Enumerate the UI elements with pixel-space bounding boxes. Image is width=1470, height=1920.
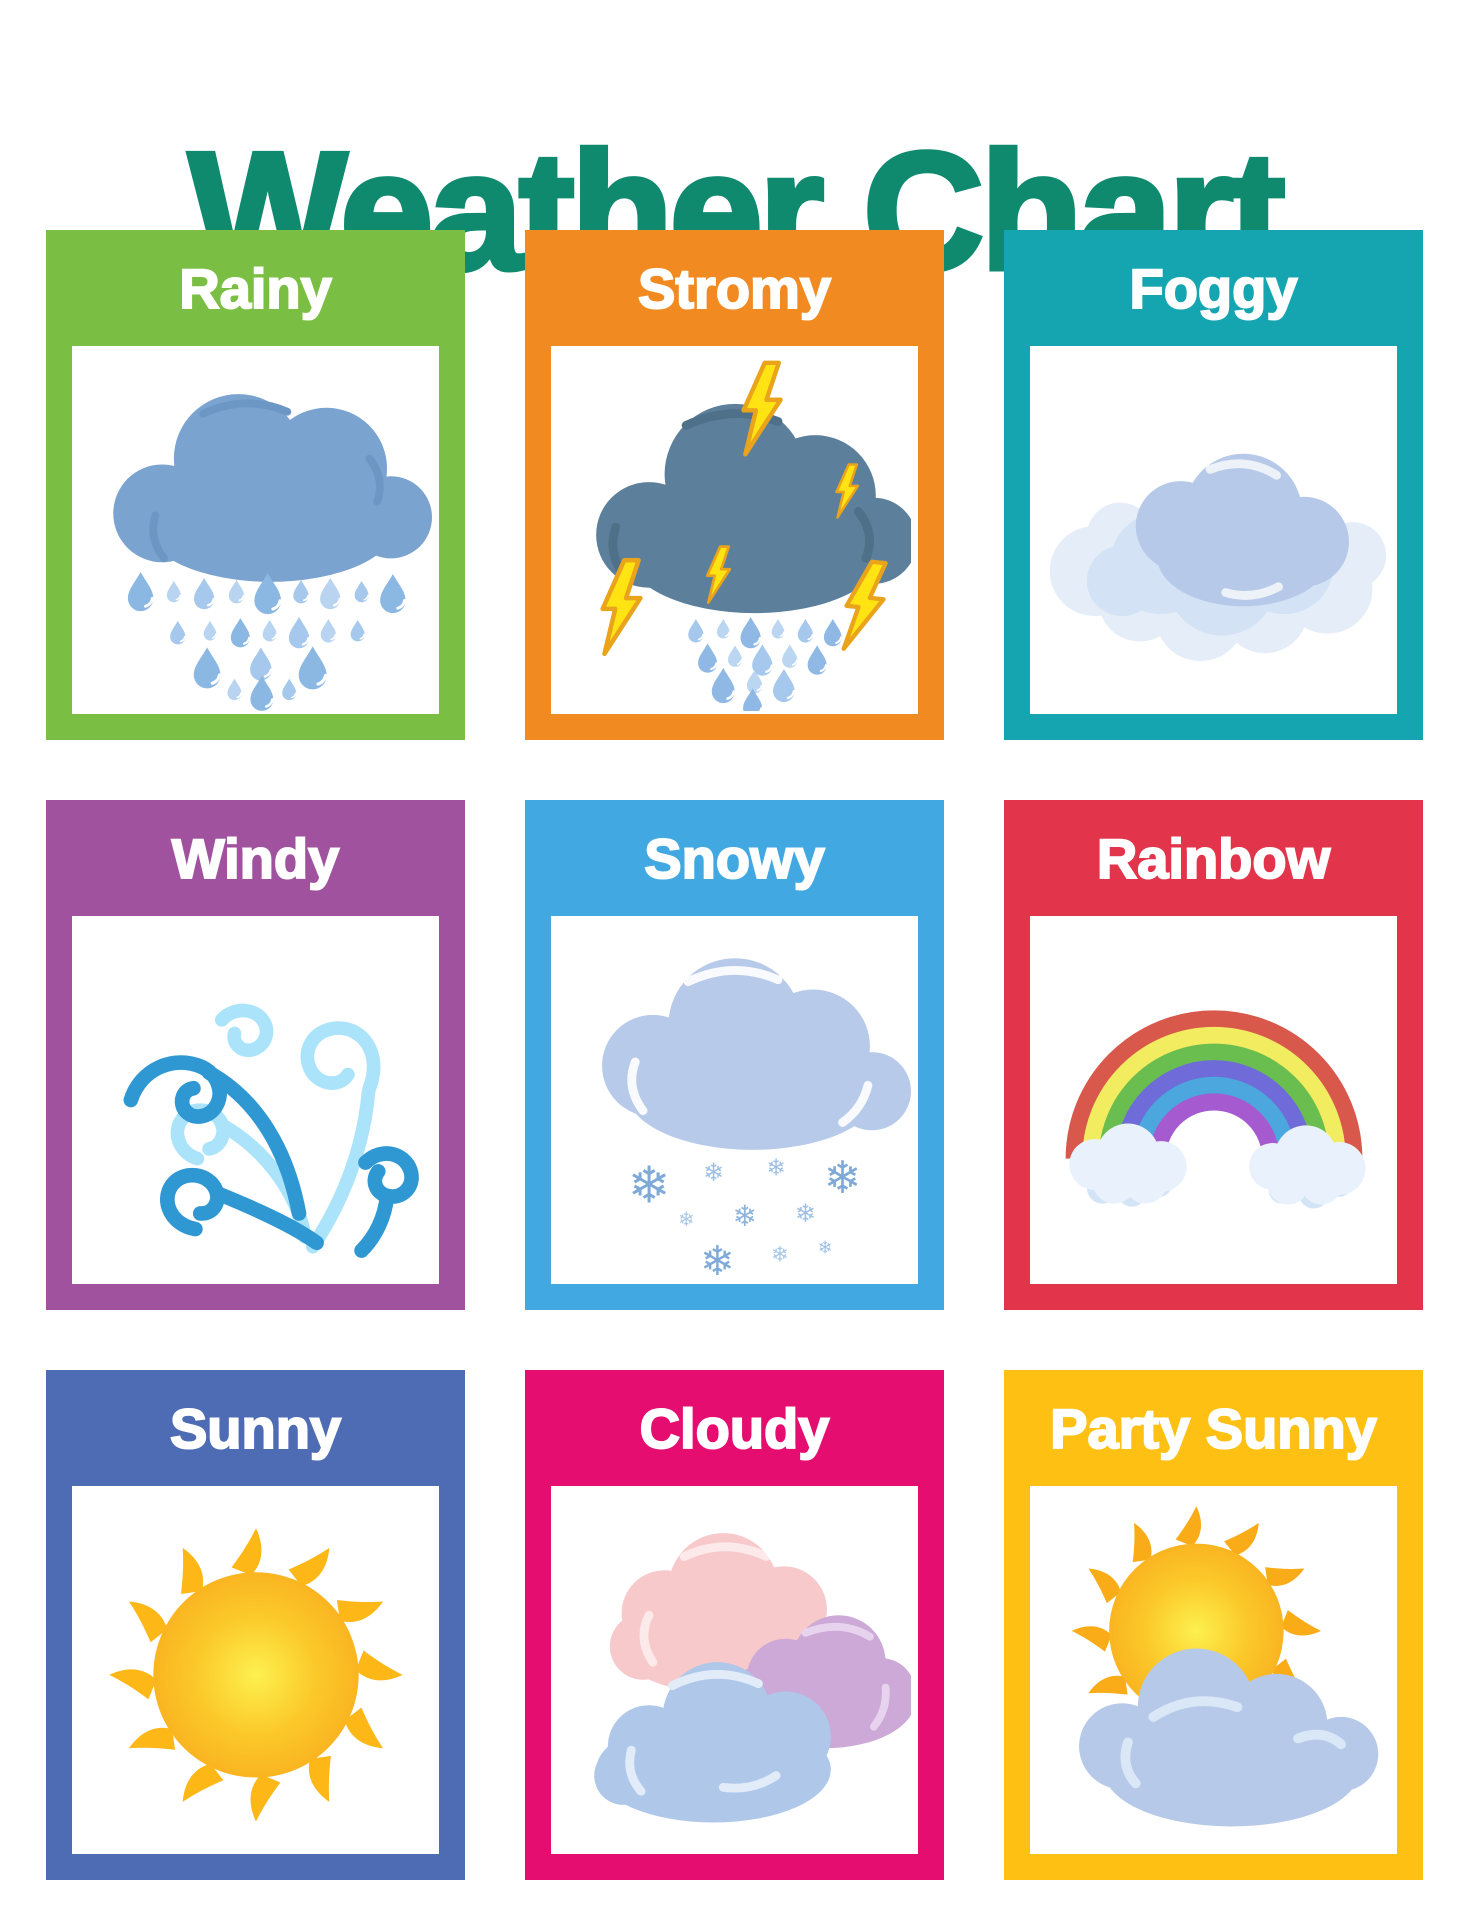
svg-text:❄: ❄ xyxy=(732,1199,757,1233)
card-body xyxy=(72,346,439,714)
weather-card-grid: Rainy xyxy=(46,230,1423,1880)
card-body xyxy=(72,1486,439,1854)
svg-text:❄: ❄ xyxy=(794,1198,815,1228)
card-label: Cloudy xyxy=(639,1396,831,1461)
card-windy: Windy xyxy=(46,800,465,1310)
card-label: Rainy xyxy=(178,256,332,321)
card-party-sunny: Party Sunny xyxy=(1004,1370,1423,1880)
card-title-bar: Rainy xyxy=(72,230,439,346)
card-stromy: Stromy xyxy=(525,230,944,740)
svg-text:❄: ❄ xyxy=(766,1153,786,1181)
card-body xyxy=(1030,1486,1397,1854)
card-label: Rainbow xyxy=(1096,826,1331,891)
rain-cloud-icon xyxy=(112,394,432,711)
wind-swirls-icon xyxy=(123,1003,419,1258)
card-sunny: Sunny xyxy=(46,1370,465,1880)
svg-text:❄: ❄ xyxy=(817,1239,832,1259)
card-title-bar: Foggy xyxy=(1030,230,1397,346)
snow-cloud-snowflakes-icon: ❄ ❄ ❄ ❄ ❄ ❄ ❄ ❄ ❄ ❄ xyxy=(601,958,911,1281)
card-label: Party Sunny xyxy=(1049,1396,1378,1461)
card-body xyxy=(72,916,439,1284)
svg-text:❄: ❄ xyxy=(702,1157,723,1187)
fog-clouds-icon xyxy=(1049,453,1386,662)
card-body xyxy=(1030,346,1397,714)
three-clouds-icon xyxy=(593,1533,911,1823)
card-label: Snowy xyxy=(643,826,825,891)
svg-text:❄: ❄ xyxy=(700,1237,734,1281)
card-title-bar: Cloudy xyxy=(551,1370,918,1486)
svg-text:❄: ❄ xyxy=(627,1156,670,1215)
rainbow-clouds-icon xyxy=(1065,1010,1366,1209)
svg-text:❄: ❄ xyxy=(677,1208,693,1231)
card-title-bar: Rainbow xyxy=(1030,800,1397,916)
sun-behind-cloud-icon xyxy=(1071,1506,1378,1827)
card-rainbow: Rainbow xyxy=(1004,800,1423,1310)
storm-cloud-lightning-icon xyxy=(595,349,911,711)
card-title-bar: Party Sunny xyxy=(1030,1370,1397,1486)
card-title-bar: Sunny xyxy=(72,1370,439,1486)
sun-icon xyxy=(108,1528,403,1822)
card-foggy: Foggy xyxy=(1004,230,1423,740)
card-title-bar: Windy xyxy=(72,800,439,916)
card-cloudy: Cloudy xyxy=(525,1370,944,1880)
card-label: Stromy xyxy=(637,256,832,321)
card-label: Sunny xyxy=(169,1396,342,1461)
card-body xyxy=(551,346,918,714)
card-body: ❄ ❄ ❄ ❄ ❄ ❄ ❄ ❄ ❄ ❄ xyxy=(551,916,918,1284)
card-body xyxy=(1030,916,1397,1284)
card-label: Windy xyxy=(171,826,340,891)
card-title-bar: Stromy xyxy=(551,230,918,346)
svg-text:❄: ❄ xyxy=(770,1242,788,1267)
card-title-bar: Snowy xyxy=(551,800,918,916)
card-label: Foggy xyxy=(1129,256,1299,321)
card-rainy: Rainy xyxy=(46,230,465,740)
svg-text:❄: ❄ xyxy=(823,1151,861,1204)
card-body xyxy=(551,1486,918,1854)
card-snowy: Snowy xyxy=(525,800,944,1310)
